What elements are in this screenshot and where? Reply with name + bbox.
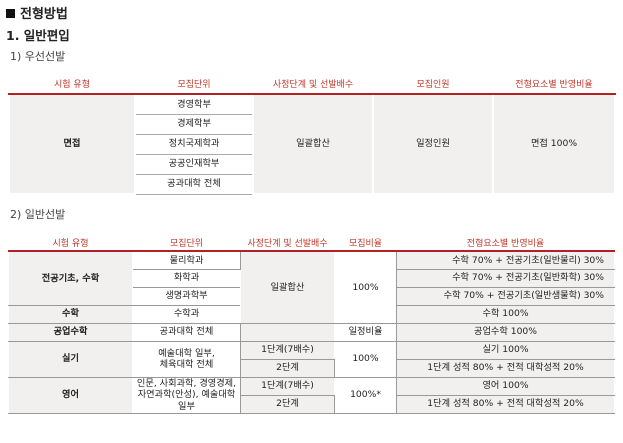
unit-line: 자연과학(안성), 예술대학 일부: [137, 389, 236, 412]
header-ratio: 전형요소별 반영비율: [396, 234, 615, 252]
ratio-cell: 영어 100%: [396, 376, 615, 396]
unit-cell: 경영학부: [134, 93, 254, 115]
ratio-cell: 1단계 성적 80% + 전적 대학성적 20%: [396, 394, 615, 414]
exam-type-cell: 전공기초, 수학: [8, 250, 133, 306]
exam-type-cell: 면접: [8, 93, 136, 195]
header-stage: 사정단계 및 선발배수: [253, 74, 373, 95]
header-exam-type: 시험 유형: [8, 234, 133, 252]
exam-type-cell: 수학: [8, 304, 133, 324]
unit-cell: 예술대학 일부, 체육대학 전체: [132, 340, 241, 378]
ratio-cell: 실기 100%: [396, 340, 615, 360]
stage-cell: 일괄합산: [240, 250, 335, 324]
unit-cell: 화학과: [132, 268, 241, 288]
header-ratio: 전형요소별 반영비율: [493, 74, 615, 95]
priority-selection-table: 시험 유형 모집단위 사정단계 및 선발배수 모집인원 전형요소별 반영비율 면…: [8, 74, 616, 195]
exam-type-cell: 실기: [8, 340, 133, 378]
stage-cell: 2단계: [240, 394, 335, 414]
unit-cell: 정치국제학과: [134, 133, 254, 155]
pct-cell: 100%: [334, 250, 397, 324]
stage-cell: [240, 322, 335, 342]
exam-type-cell: 영어: [8, 376, 133, 414]
subsection-general: 2) 일반선발: [10, 208, 66, 221]
header-quota: 모집인원: [373, 74, 493, 95]
pct-cell: 일정비율: [334, 322, 397, 342]
header-stage: 사정단계 및 선발배수: [240, 234, 335, 252]
header-ratio-pct: 모집비율: [334, 234, 397, 252]
ratio-cell: 공업수학 100%: [396, 322, 615, 342]
exam-type-cell: 공업수학: [8, 322, 133, 342]
unit-line: 인문, 사회과학, 경영경제,: [136, 377, 237, 389]
unit-cell: 수학과: [132, 304, 241, 324]
general-selection-table: 시험 유형 모집단위 사정단계 및 선발배수 모집비율 전형요소별 반영비율 전…: [8, 234, 615, 414]
stage-cell: 1단계(7배수): [240, 376, 335, 396]
stage-cell: 2단계: [240, 358, 335, 378]
pct-cell: 100%: [334, 340, 397, 378]
stage-cell: 일괄합산: [252, 93, 374, 195]
unit-cell: 공과대학 전체: [132, 322, 241, 342]
ratio-cell: 면접 100%: [492, 93, 616, 195]
unit-cell: 생명과학부: [132, 286, 241, 306]
subsection-priority: 1) 우선선발: [10, 50, 66, 63]
square-bullet-icon: [6, 9, 15, 18]
quota-cell: 일정인원: [372, 93, 494, 195]
stage-cell: 1단계(7배수): [240, 340, 335, 360]
unit-cell: 물리학과: [132, 250, 241, 270]
heading-text: 전형방법: [20, 7, 68, 22]
header-exam-type: 시험 유형: [9, 74, 135, 95]
unit-cell: 경제학부: [134, 113, 254, 135]
ratio-cell: 수학 70% + 전공기초(일반생물학) 30%: [396, 286, 615, 306]
unit-cell: 공공인재학부: [134, 153, 254, 175]
ratio-cell: 수학 70% + 전공기초(일반화학) 30%: [396, 268, 615, 288]
unit-line: 예술대학 일부,: [158, 347, 215, 359]
ratio-cell: 수학 70% + 전공기초(일반물리) 30%: [396, 250, 615, 270]
unit-cell: 공과대학 전체: [134, 173, 254, 195]
pct-cell: 100%*: [334, 376, 397, 414]
page-heading: 전형방법: [6, 3, 68, 22]
header-unit: 모집단위: [135, 74, 253, 95]
ratio-cell: 1단계 성적 80% + 전적 대학성적 20%: [396, 358, 615, 378]
unit-line: 체육대학 전체: [159, 359, 214, 370]
ratio-cell: 수학 100%: [396, 304, 615, 324]
unit-cell: 인문, 사회과학, 경영경제, 자연과학(안성), 예술대학 일부: [132, 376, 241, 414]
header-unit: 모집단위: [132, 234, 241, 252]
section-title: 1. 일반편입: [6, 28, 70, 43]
